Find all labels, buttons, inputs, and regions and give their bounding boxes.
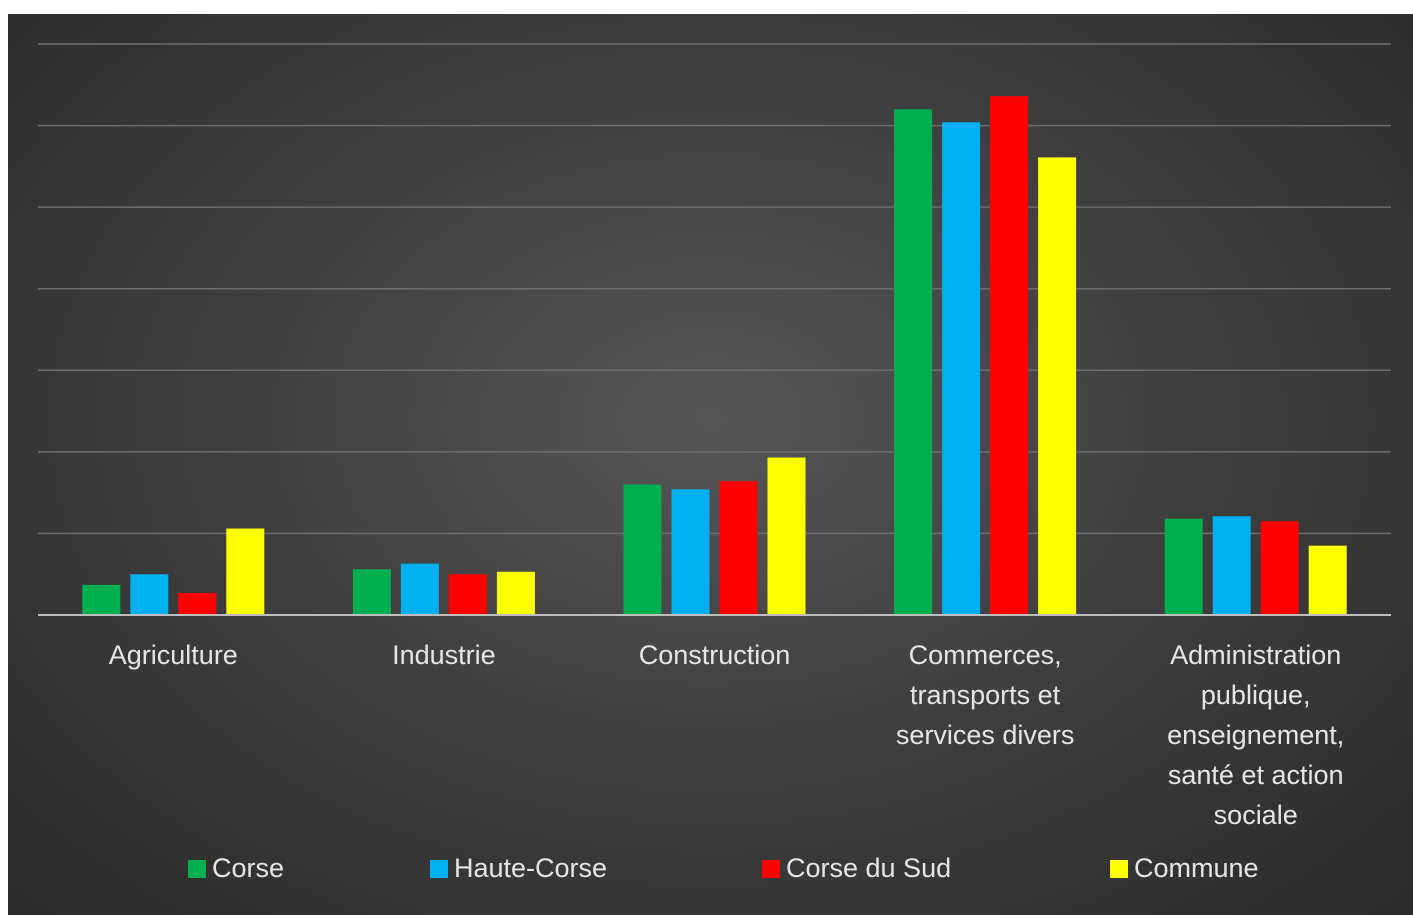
category-label: Industrie xyxy=(392,640,496,670)
legend-item: Commune xyxy=(1110,853,1259,883)
bar xyxy=(671,489,710,615)
category-label: Administration publique, enseignement, sant… xyxy=(1167,640,1344,830)
legend-swatch xyxy=(430,860,448,878)
category-label: Construction xyxy=(639,640,791,670)
bars xyxy=(82,96,1347,616)
category-label: Agriculture xyxy=(109,640,238,670)
category-label-line: publique, xyxy=(1201,680,1311,710)
legend-label: Haute-Corse xyxy=(454,853,607,883)
category-label-line: Agriculture xyxy=(109,640,238,670)
bar xyxy=(767,457,806,615)
bar xyxy=(1308,545,1347,615)
category-label-line: Administration xyxy=(1170,640,1341,670)
bar xyxy=(1164,518,1203,615)
bar xyxy=(226,528,265,615)
bar xyxy=(990,96,1029,616)
bar xyxy=(1212,516,1251,615)
bar xyxy=(719,481,758,615)
bar xyxy=(942,122,981,616)
bar xyxy=(82,584,121,615)
bar xyxy=(1038,157,1077,616)
bar-chart: Agriculture Industrie Construction Commerce… xyxy=(38,43,1391,883)
legend-swatch xyxy=(762,860,780,878)
category-label-line: Construction xyxy=(639,640,791,670)
bar xyxy=(400,563,439,615)
legend-label: Commune xyxy=(1134,853,1259,883)
category-label-line: services divers xyxy=(896,720,1075,750)
category-label: Commerces, transports et services divers xyxy=(896,640,1075,750)
category-labels: Agriculture Industrie Construction Commerce… xyxy=(109,640,1344,830)
bar xyxy=(448,574,487,615)
legend-swatch xyxy=(188,860,206,878)
bar xyxy=(1260,521,1299,615)
category-label-line: santé et action xyxy=(1168,760,1344,790)
category-label-line: sociale xyxy=(1214,800,1298,830)
bar xyxy=(496,571,535,615)
bar xyxy=(623,484,662,615)
bar xyxy=(352,569,391,615)
category-label-line: Commerces, xyxy=(909,640,1062,670)
legend-label: Corse du Sud xyxy=(786,853,951,883)
category-label-line: enseignement, xyxy=(1167,720,1344,750)
legend-item: Haute-Corse xyxy=(430,853,607,883)
legend-swatch xyxy=(1110,860,1128,878)
legend-label: Corse xyxy=(212,853,284,883)
bar xyxy=(178,592,217,615)
legend: Corse Haute-Corse Corse du Sud Commune xyxy=(188,853,1259,883)
legend-item: Corse xyxy=(188,853,284,883)
bar xyxy=(130,574,169,615)
category-label-line: transports et xyxy=(910,680,1061,710)
gridlines xyxy=(38,43,1391,535)
category-label-line: Industrie xyxy=(392,640,496,670)
legend-item: Corse du Sud xyxy=(762,853,951,883)
chart-area: Agriculture Industrie Construction Commerce… xyxy=(8,14,1413,915)
bar xyxy=(894,109,933,615)
